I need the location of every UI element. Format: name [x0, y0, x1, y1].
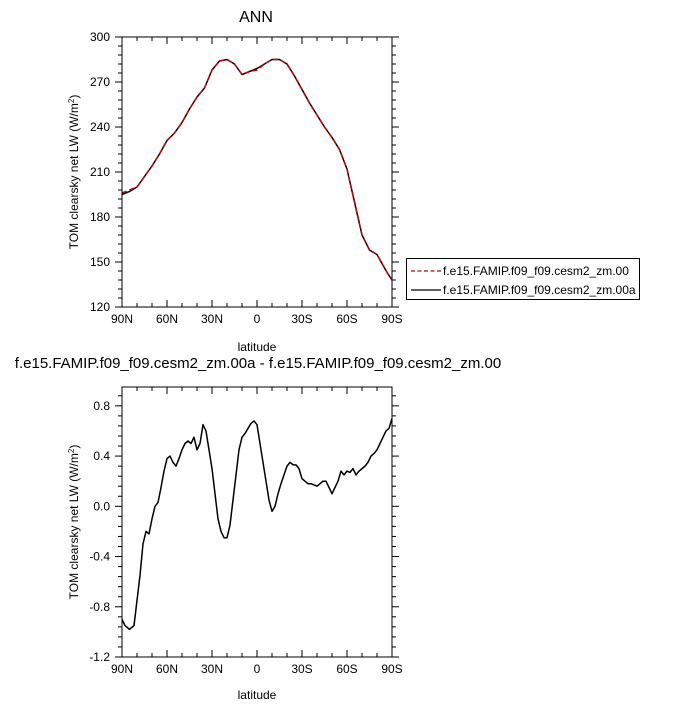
y-tick-label: 150	[90, 255, 110, 269]
series-line-solid	[121, 418, 393, 631]
y-tick-label: -0.8	[89, 600, 110, 614]
x-tick-label: 30S	[291, 312, 312, 326]
y-tick-label: 180	[90, 210, 110, 224]
y-tick-label: 210	[90, 165, 110, 179]
y-tick-label: 0.0	[93, 499, 110, 513]
x-tick-label: 90S	[381, 312, 402, 326]
y-tick-label: 0.4	[93, 449, 110, 463]
legend-swatch-dashed-red	[411, 270, 441, 272]
bottom-ticks-group: 90N 60N 30N 0 30S 60S 90S -1.2 -0.8 -0.4 0.0 0.4 0.8	[89, 387, 403, 676]
legend-entry-series-00: f.e15.FAMIP.f09_f09.cesm2_zm.00	[411, 262, 639, 280]
legend-entry-series-00a: f.e15.FAMIP.f09_f09.cesm2_zm.00a	[411, 281, 639, 299]
y-tick-label: 270	[90, 75, 110, 89]
x-tick-label: 30S	[291, 662, 312, 676]
top-plot-frame	[121, 36, 393, 308]
y-tick-label: 240	[90, 120, 110, 134]
bottom-chart-title: f.e15.FAMIP.f09_f09.cesm2_zm.00a - f.e15…	[15, 355, 501, 372]
x-tick-label: 30N	[201, 662, 223, 676]
x-tick-label: 90N	[111, 312, 133, 326]
bottom-x-axis-label: latitude	[238, 688, 277, 702]
x-tick-label: 90S	[381, 662, 402, 676]
series-line-solid	[121, 58, 393, 281]
x-tick-label: 30N	[201, 312, 223, 326]
x-tick-label: 0	[254, 312, 261, 326]
legend: f.e15.FAMIP.f09_f09.cesm2_zm.00 f.e15.FA…	[406, 258, 640, 300]
x-tick-label: 90N	[111, 662, 133, 676]
top-chart-title: ANN	[239, 9, 273, 26]
top-series-group	[121, 58, 393, 281]
y-tick-label: -0.4	[89, 550, 110, 564]
y-tick-label: -1.2	[89, 650, 110, 664]
y-tick-label: 0.8	[93, 399, 110, 413]
legend-label-series-00a: f.e15.FAMIP.f09_f09.cesm2_zm.00a	[443, 283, 636, 297]
bottom-panel: f.e15.FAMIP.f09_f09.cesm2_zm.00a - f.e15…	[15, 355, 501, 702]
x-tick-label: 60S	[336, 312, 357, 326]
top-y-axis-label: TOM clearsky net LW (W/m2)	[67, 95, 82, 250]
series-line-dashed	[121, 58, 393, 281]
top-ticks-group: 90N 60N 30N 0 30S 60S 90S 120 150 180 210 240 270 300	[90, 30, 403, 326]
legend-label-series-00: f.e15.FAMIP.f09_f09.cesm2_zm.00	[443, 264, 629, 278]
legend-swatch-solid-black	[411, 289, 441, 291]
x-tick-label: 60S	[336, 662, 357, 676]
x-tick-label: 60N	[156, 312, 178, 326]
bottom-series-group	[121, 418, 393, 631]
x-tick-label: 60N	[156, 662, 178, 676]
x-tick-label: 0	[254, 662, 261, 676]
y-tick-label: 300	[90, 30, 110, 44]
y-tick-label: 120	[90, 300, 110, 314]
top-panel: ANN 90N 60N 30N 0 30S 60S 90S 120 150 180 210 240 27…	[67, 9, 403, 354]
top-x-axis-label: latitude	[238, 340, 277, 354]
bottom-y-axis-label: TOM clearsky net LW (W/m2)	[67, 445, 82, 600]
